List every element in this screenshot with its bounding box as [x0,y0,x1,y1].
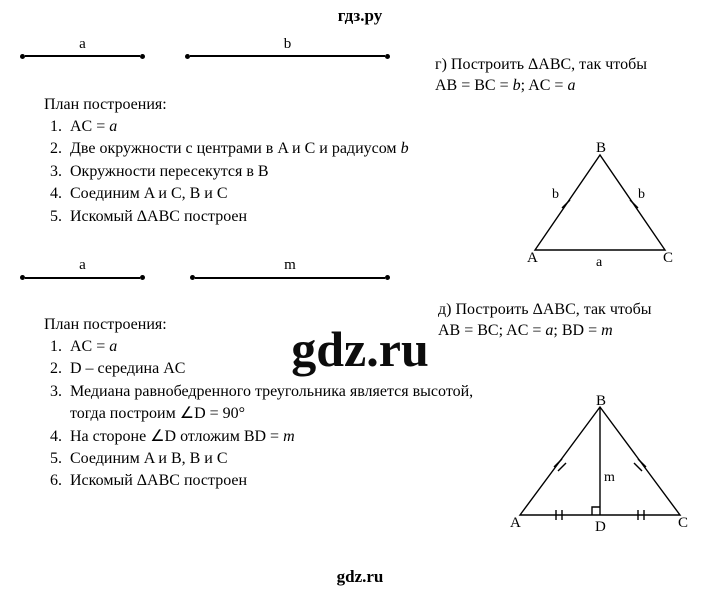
task-g: г) Построить ΔABC, так чтобы AB = BC = b… [435,55,647,97]
segment-line [25,55,140,56]
segment-dot [385,275,390,280]
list-item: Соединим A и C, B и C [66,183,500,205]
task-text-span: AB = BC = [435,77,513,94]
segment-dot [140,54,145,59]
list-item: Медиана равнобедренного треугольника явл… [66,381,500,426]
plan-list-g: AC = a Две окружности с центрами в A и C… [44,116,500,228]
list-item: Соединим A и B, B и C [66,448,500,470]
page-footer: gdz.ru [337,567,384,587]
list-item: Две окружности с центрами в A и C и ради… [66,138,500,160]
task-text-span: AB = BC; AC = [438,322,545,339]
triangle-g-svg: A B C b b a [510,140,690,270]
step-italic: a [109,338,117,355]
triangle-g: A B C b b a [510,140,690,275]
list-item: AC = a [66,116,500,138]
page-header: гдз.ру [0,0,720,30]
step-text: AC = [70,118,109,135]
plan-title-d: План построения: [44,316,500,334]
median-m: m [604,470,615,485]
triangle-d-svg: A B C D m [500,395,700,545]
step-text: На стороне ∠D отложим BD = [70,428,283,445]
segment-b-g: b [185,54,390,59]
task-text-italic: b [513,77,521,94]
side-b-right: b [638,187,645,202]
segment-dot [385,54,390,59]
step-italic: a [109,118,117,135]
step-italic: b [401,140,409,157]
triangle-d: A B C D m [500,395,700,550]
task-text-span: ; BD = [553,322,601,339]
vertex-d: D [595,519,606,535]
list-item: Искомый ΔABC построен [66,470,500,492]
vertex-b: B [596,395,606,409]
list-item: Окружности пересекутся в B [66,161,500,183]
list-item: Искомый ΔABC построен [66,206,500,228]
segment-label-a: a [79,257,86,274]
segment-dot [140,275,145,280]
base-a: a [596,255,603,270]
list-item: На стороне ∠D отложим BD = m [66,426,500,448]
step-text: Две окружности с центрами в A и C и ради… [70,140,401,157]
segment-line [190,55,385,56]
segment-m-d: m [190,275,390,280]
segment-a-d: a [20,275,145,280]
segment-a-g: a [20,54,145,59]
task-g-line2: AB = BC = b; AC = a [435,76,647,97]
task-g-line1: г) Построить ΔABC, так чтобы [435,55,647,76]
task-d-line1: д) Построить ΔABC, так чтобы [438,300,652,321]
step-text: AC = [70,338,109,355]
vertex-c: C [663,250,673,266]
task-d: д) Построить ΔABC, так чтобы AB = BC; AC… [438,300,652,342]
segment-line [25,277,140,278]
task-text-italic: a [567,77,575,94]
task-d-line2: AB = BC; AC = a; BD = m [438,321,652,342]
segment-label-a: a [79,36,86,53]
task-text-span: ; AC = [521,77,568,94]
list-item: AC = a [66,336,500,358]
plan-list-d: AC = a D – середина AC Медиана равнобедр… [44,336,500,493]
plan-title-g: План построения: [44,96,500,114]
task-text-italic: m [601,322,613,339]
side-b-left: b [552,187,559,202]
vertex-b: B [596,140,606,156]
list-item: D – середина AC [66,358,500,380]
vertex-a: A [527,250,538,266]
vertex-c: C [678,515,688,531]
segment-label-b: b [284,36,292,53]
vertex-a: A [510,515,521,531]
segment-line [195,277,385,278]
step-italic: m [283,428,295,445]
segment-label-m: m [284,257,296,274]
